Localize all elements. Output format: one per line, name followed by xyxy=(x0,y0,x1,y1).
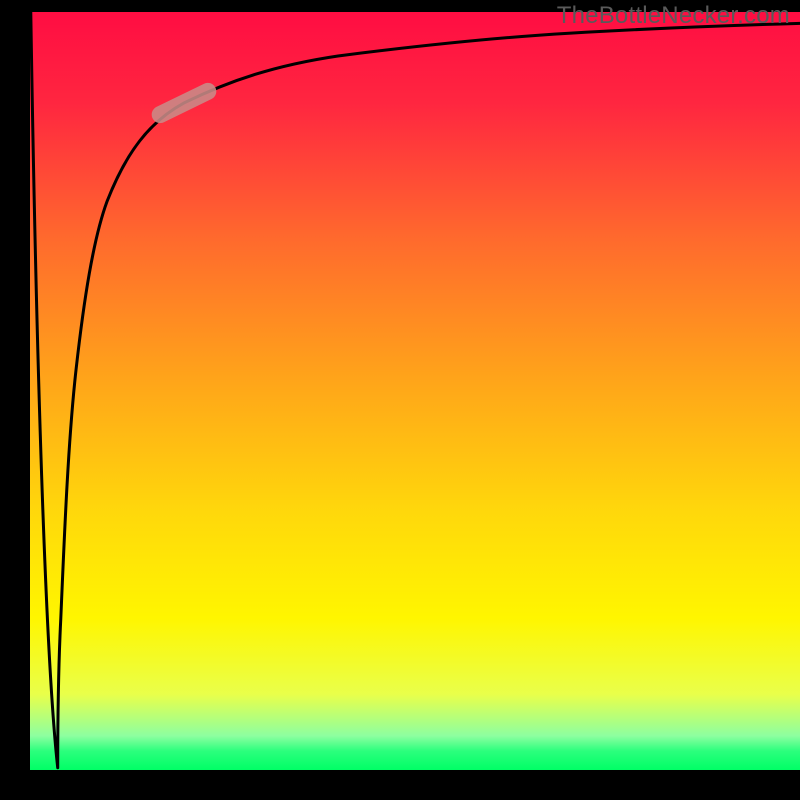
curve-overlay-svg xyxy=(30,12,800,770)
figure-container: TheBottleNecker.com xyxy=(0,0,800,800)
plot-area xyxy=(30,12,800,770)
watermark-text: TheBottleNecker.com xyxy=(557,2,790,30)
pill-marker-svg xyxy=(30,12,800,770)
bottleneck-curve-path xyxy=(31,12,800,768)
pill-marker xyxy=(149,80,219,126)
